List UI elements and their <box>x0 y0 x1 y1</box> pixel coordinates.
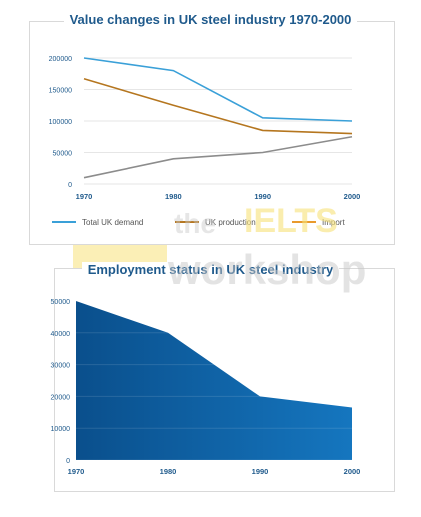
x-tick-label: 1990 <box>252 467 269 476</box>
y-tick-label: 30000 <box>51 363 71 370</box>
y-tick-label: 40000 <box>51 331 71 338</box>
x-tick-label: 1990 <box>254 192 271 201</box>
area-chart-title: Employment status in UK steel industry <box>81 262 340 277</box>
x-tick-label: 1970 <box>76 192 93 201</box>
x-tick-label: 1970 <box>68 467 85 476</box>
x-tick-label: 2000 <box>344 467 361 476</box>
y-tick-label: 20000 <box>51 394 71 401</box>
y-tick-label: 10000 <box>51 426 71 433</box>
line-chart-title-wrap: Value changes in UK steel industry 1970-… <box>0 11 421 29</box>
area-fill <box>76 301 352 460</box>
x-tick-label: 1980 <box>165 192 182 201</box>
legend-label: Import <box>322 218 345 227</box>
line-chart: 0 50000 100000 150000 200000 1970 1980 1990 2000… <box>49 56 361 227</box>
y-tick-label: 200000 <box>49 56 72 63</box>
legend-label: UK production <box>205 218 256 227</box>
series-line <box>83 78 353 135</box>
y-tick-label: 50000 <box>53 151 73 158</box>
y-tick-label: 50000 <box>51 299 71 306</box>
area-chart-title-wrap: Employment status in UK steel industry <box>0 261 421 279</box>
y-tick-label: 100000 <box>49 119 72 126</box>
x-tick-label: 1980 <box>160 467 177 476</box>
line-chart-title: Value changes in UK steel industry 1970-… <box>63 12 358 27</box>
y-tick-label: 0 <box>68 182 72 189</box>
y-tick-label: 150000 <box>49 88 72 95</box>
legend-label: Total UK demand <box>82 218 143 227</box>
series-line <box>83 135 353 179</box>
series-line <box>83 57 353 122</box>
y-tick-label: 0 <box>66 458 70 465</box>
x-tick-label: 2000 <box>344 192 361 201</box>
